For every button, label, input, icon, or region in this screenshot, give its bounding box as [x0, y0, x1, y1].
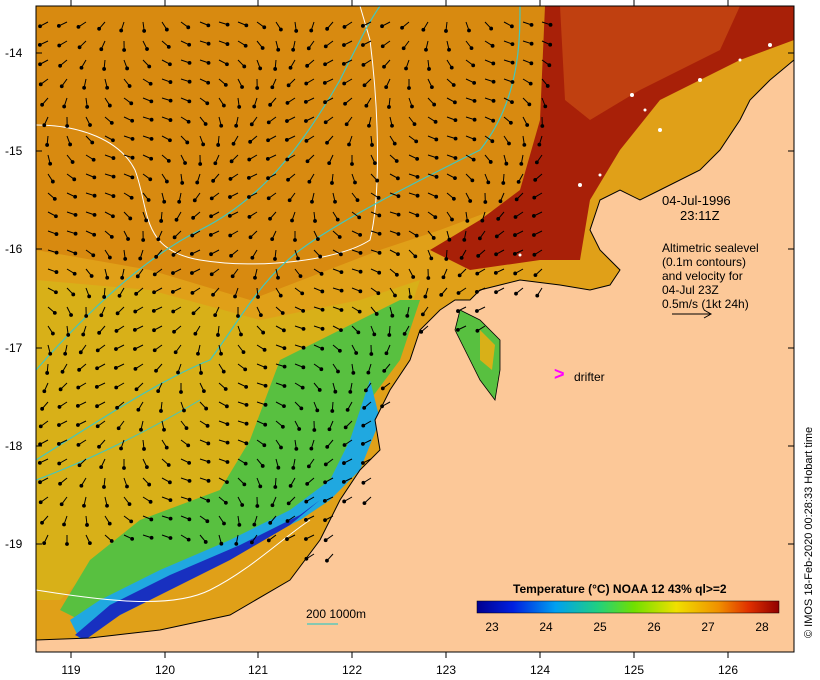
lat-tick-label: -16 [5, 242, 23, 256]
sst-cold-core [75, 500, 320, 640]
map-frame [35, 5, 795, 653]
image-date: 04-Jul-1996 [662, 193, 731, 208]
lat-tick-label: -18 [5, 439, 23, 453]
lon-tick-label: 123 [436, 663, 456, 677]
legend-line-1: Altimetric sealevel [662, 241, 759, 255]
colorbar-tick-label: 28 [755, 620, 769, 634]
drifter-label: drifter [574, 370, 605, 384]
lon-tick-label: 125 [624, 663, 644, 677]
lon-tick-label: 124 [530, 663, 550, 677]
colorbar-tick-label: 24 [539, 620, 553, 634]
legend-line-5: 0.5m/s (1kt 24h) [662, 297, 749, 311]
lat-tick-label: -19 [5, 537, 23, 551]
legend-line-4: 04-Jul 23Z [662, 283, 719, 297]
lon-tick-label: 119 [61, 663, 80, 677]
lon-tick-label: 126 [718, 663, 738, 677]
velocity-arrows [37, 21, 553, 563]
king-sound [454, 309, 501, 401]
lon-tick-label: 122 [342, 663, 362, 677]
image-time: 23:11Z [680, 208, 720, 223]
lon-tick-label: 121 [248, 663, 268, 677]
legend-line-2: (0.1m contours) [662, 255, 747, 269]
colorbar-tick-label: 23 [485, 620, 499, 634]
legend-line-3: and velocity for [662, 269, 743, 283]
drifter-marker: > [554, 364, 565, 384]
sst-hot-coastal [430, 6, 794, 270]
latitude-axis: -14 -15 -16 -17 -18 -19 [5, 46, 794, 551]
lat-tick-label: -17 [5, 341, 23, 355]
colorbar [476, 600, 780, 614]
sealevel-contour-white [36, 6, 378, 265]
colorbar-tick-label: 25 [593, 620, 607, 634]
depth-contour-cyan [36, 6, 381, 371]
lat-tick-label: -15 [5, 144, 23, 158]
colorbar-ticks: 23 24 25 26 27 28 [485, 620, 769, 634]
colorbar-title: Temperature (°C) NOAA 12 43% ql>=2 [513, 582, 727, 596]
depth-legend-label: 200 1000m [306, 607, 367, 621]
credit-line: © IMOS 18-Feb-2020 00:28:33 Hobart time [803, 426, 815, 638]
lat-tick-label: -14 [5, 46, 23, 60]
longitude-axis: 119 120 121 122 123 124 125 126 [61, 0, 738, 677]
colorbar-tick-label: 27 [701, 620, 715, 634]
sst-warm-north [36, 6, 570, 300]
colorbar-tick-label: 26 [647, 620, 661, 634]
lon-tick-label: 120 [155, 663, 175, 677]
